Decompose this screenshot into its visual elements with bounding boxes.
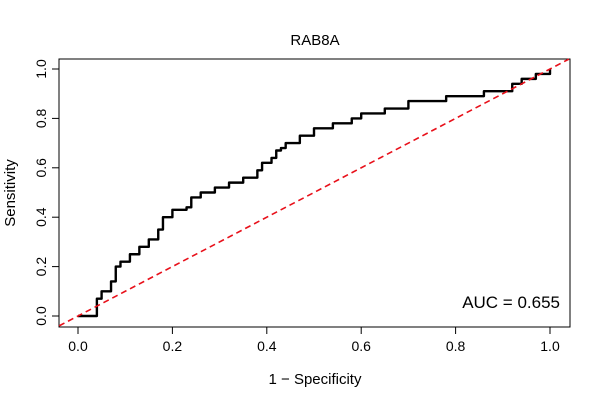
plot-frame: [58, 58, 571, 328]
y-tick-label: 0.4: [33, 207, 49, 227]
x-axis-label: 1 − Specificity: [269, 371, 362, 388]
reference-diagonal-line: [58, 58, 570, 327]
y-tick-label: 0.6: [33, 158, 49, 178]
y-tick-label: 0.8: [33, 108, 49, 128]
y-axis-label: Sensitivity: [2, 159, 19, 227]
x-tick-label: 0.4: [257, 338, 277, 354]
roc-curve-line: [78, 69, 552, 318]
y-tick-label: 1.0: [33, 59, 49, 79]
x-tick-label: 0.8: [446, 338, 466, 354]
y-tick-label: 0.2: [33, 257, 49, 277]
y-tick-label: 0.0: [33, 306, 49, 326]
chart-title: RAB8A: [290, 32, 339, 49]
x-tick-label: 0.0: [68, 338, 88, 354]
series-layer: [58, 58, 570, 327]
y-axis: 0.0 0.2 0.4 0.6 0.8 1.0: [33, 59, 59, 326]
auc-annotation: AUC = 0.655: [462, 293, 560, 312]
x-tick-label: 1.0: [540, 338, 560, 354]
x-tick-label: 0.6: [351, 338, 371, 354]
x-tick-label: 0.2: [163, 338, 183, 354]
x-axis: 0.0 0.2 0.4 0.6 0.8 1.0: [68, 327, 560, 354]
